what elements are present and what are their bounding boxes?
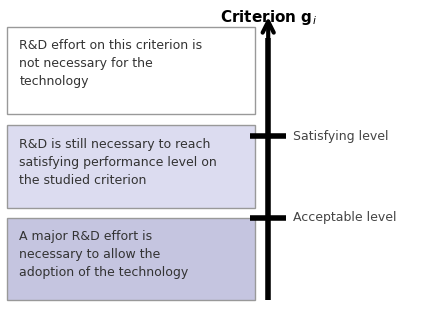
FancyBboxPatch shape — [7, 125, 255, 208]
Text: A major R&D effort is
necessary to allow the
adoption of the technology: A major R&D effort is necessary to allow… — [19, 230, 189, 279]
Text: R&D effort on this criterion is
not necessary for the
technology: R&D effort on this criterion is not nece… — [19, 39, 202, 88]
Text: R&D is still necessary to reach
satisfying performance level on
the studied crit: R&D is still necessary to reach satisfyi… — [19, 138, 217, 187]
Text: Satisfying level: Satisfying level — [293, 130, 388, 143]
Text: Criterion g$_i$: Criterion g$_i$ — [220, 8, 316, 27]
FancyBboxPatch shape — [7, 27, 255, 114]
FancyBboxPatch shape — [7, 218, 255, 300]
Text: Acceptable level: Acceptable level — [293, 211, 396, 224]
